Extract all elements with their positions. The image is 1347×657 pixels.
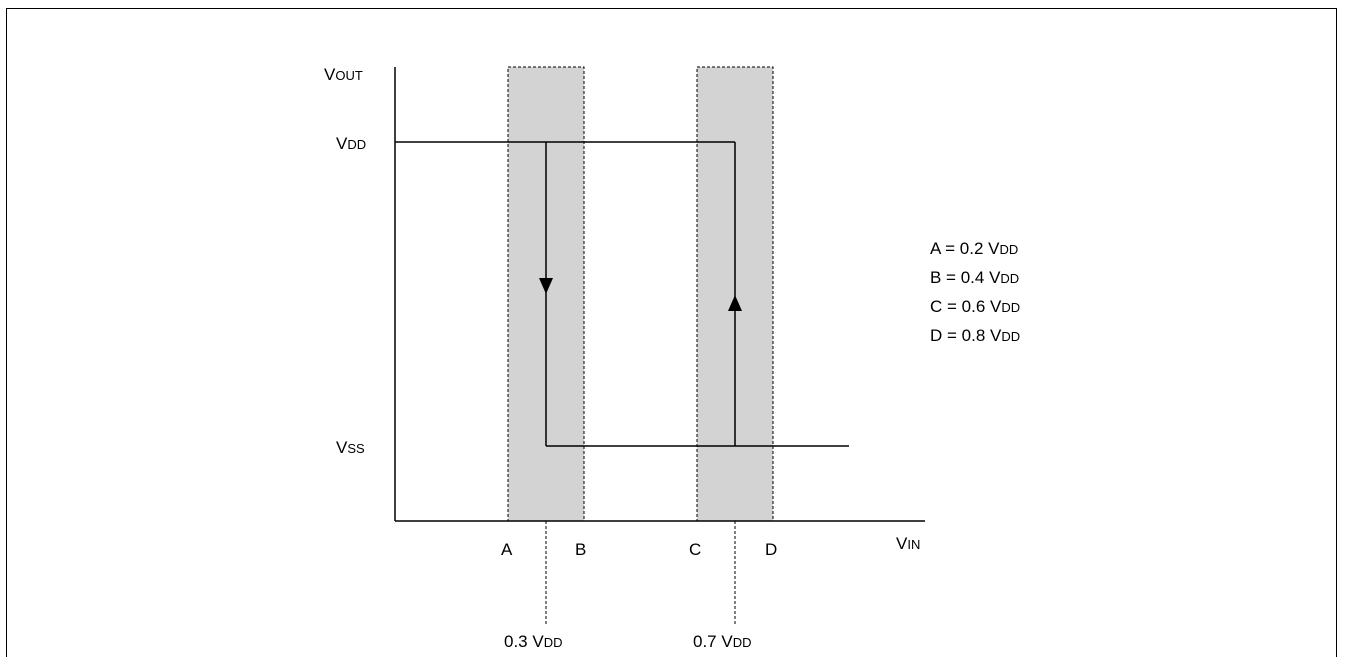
- up-arrow: [728, 295, 742, 311]
- vss-label: VSS: [336, 438, 365, 457]
- legend-line-d: D = 0.8 VDD: [930, 326, 1020, 345]
- figure-frame: [6, 8, 1337, 657]
- x-axis-label: VIN: [896, 534, 920, 553]
- mark-c: C: [689, 540, 701, 559]
- down-arrow: [539, 278, 553, 294]
- mark-b: B: [575, 540, 586, 559]
- high-threshold-label: 0.7 VDD: [693, 632, 751, 651]
- legend-line-c: C = 0.6 VDD: [930, 297, 1020, 316]
- legend-line-a: A = 0.2 VDD: [930, 239, 1018, 258]
- low-threshold-label: 0.3 VDD: [504, 632, 562, 651]
- mark-a: A: [501, 540, 513, 559]
- y-axis-label: VOUT: [324, 65, 363, 84]
- vdd-label: VDD: [336, 134, 366, 153]
- legend-line-b: B = 0.4 VDD: [930, 268, 1019, 287]
- mark-d: D: [765, 540, 777, 559]
